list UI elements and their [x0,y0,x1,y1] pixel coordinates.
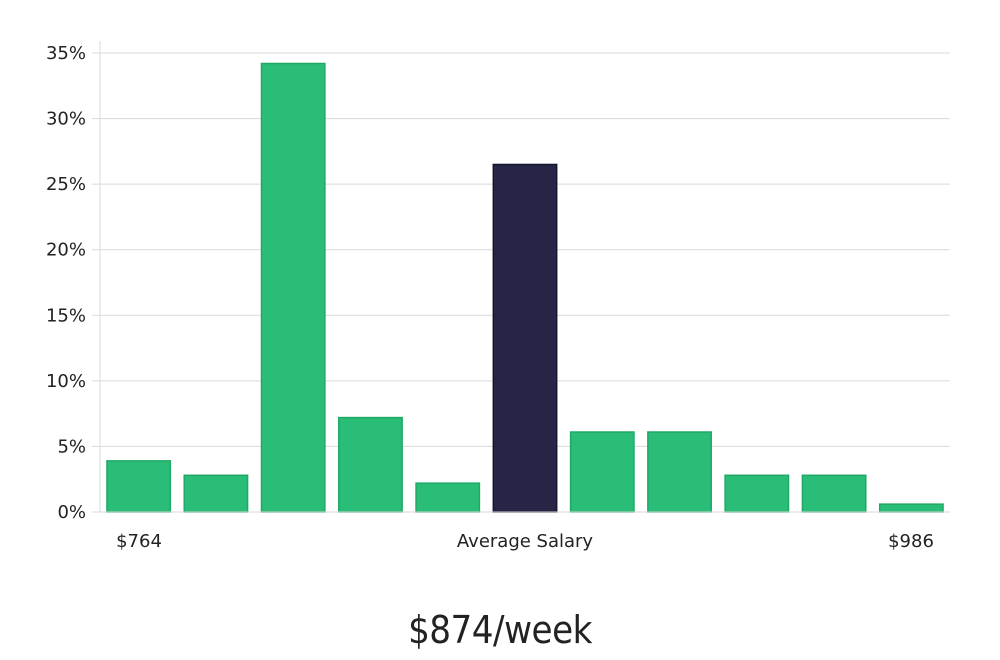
bar [338,416,403,513]
bar [183,474,249,513]
bars [106,62,944,513]
y-tick-label: 15% [46,305,86,326]
bar-average-salary [492,163,558,513]
average-salary-headline: $874/week [408,608,592,652]
x-label-min: $764 [116,531,162,552]
bar [260,62,326,513]
y-tick-label: 5% [57,436,86,457]
bar [724,474,790,513]
bar [569,431,635,513]
y-tick-label: 10% [46,371,86,392]
salary-distribution-chart: 0% 5% 10% 15% 20% 25% 30% 35% $764 Average Sala… [46,41,950,552]
y-tick-label: 20% [46,240,86,261]
bar [106,460,172,513]
y-tick-label: 35% [46,43,86,64]
bar [878,503,944,513]
x-label-average-salary: Average Salary [457,531,594,552]
bar [415,482,481,513]
y-tick-label: 0% [57,502,86,523]
y-tick-label: 30% [46,109,86,130]
y-axis-ticks: 0% 5% 10% 15% 20% 25% 30% 35% [46,43,100,523]
y-tick-label: 25% [46,174,86,195]
x-label-max: $986 [888,531,934,552]
bar [801,474,867,513]
bar [647,431,712,513]
